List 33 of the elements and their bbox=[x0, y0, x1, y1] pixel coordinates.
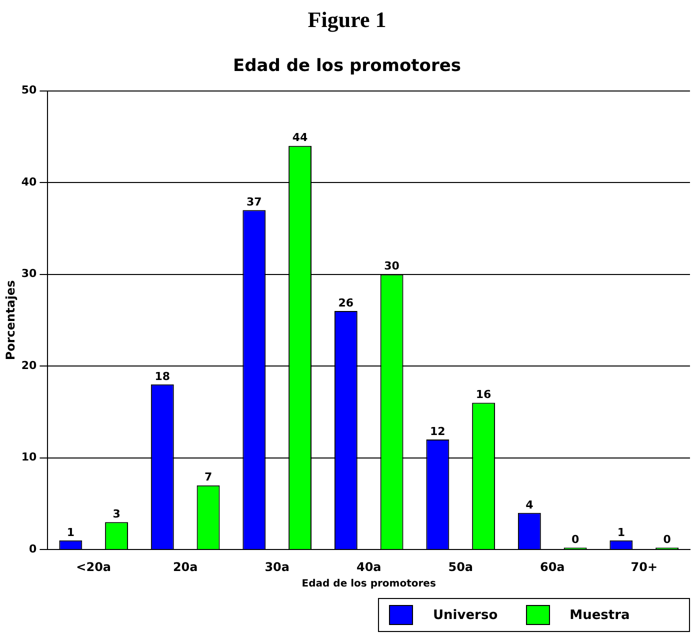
data-label: 37 bbox=[246, 195, 262, 208]
y-tick-label: 10 bbox=[21, 450, 38, 464]
data-label: 1 bbox=[617, 526, 626, 539]
y-tick-label: 20 bbox=[21, 358, 38, 372]
x-tick-label: 70+ bbox=[630, 560, 658, 574]
y-tick-label: 50 bbox=[21, 84, 38, 97]
chart-title: Figure 1 bbox=[308, 6, 386, 32]
x-axis-title: Edad de los promotores bbox=[302, 578, 436, 590]
data-label: 0 bbox=[663, 532, 672, 546]
x-tick-label: <20a bbox=[76, 560, 112, 574]
data-label: 30 bbox=[384, 260, 400, 273]
x-tick-label: 40a bbox=[356, 560, 382, 574]
y-tick-label: 30 bbox=[21, 267, 38, 280]
x-tick-label: 30a bbox=[264, 560, 290, 574]
x-tick-label: 60a bbox=[540, 560, 565, 574]
legend-label: Muestra bbox=[570, 608, 630, 622]
data-label: 18 bbox=[154, 370, 170, 383]
data-label: 16 bbox=[476, 388, 492, 402]
data-label: 7 bbox=[204, 470, 212, 484]
y-tick-label: 40 bbox=[21, 175, 38, 188]
data-label: 44 bbox=[292, 131, 308, 144]
x-tick-label: 20a bbox=[172, 560, 198, 574]
data-label: 0 bbox=[571, 532, 580, 546]
data-label: 1 bbox=[66, 526, 74, 539]
y-tick-label: 0 bbox=[29, 542, 38, 556]
chart-subtitle: Edad de los promotores bbox=[233, 56, 461, 76]
y-axis-title: Porcentajes bbox=[3, 280, 18, 360]
data-label: 3 bbox=[112, 507, 120, 520]
x-tick-label: 50a bbox=[448, 560, 474, 574]
data-label: 26 bbox=[338, 296, 354, 310]
data-label: 12 bbox=[430, 424, 446, 438]
legend-label: Universo bbox=[433, 608, 498, 622]
data-label: 4 bbox=[526, 498, 534, 512]
